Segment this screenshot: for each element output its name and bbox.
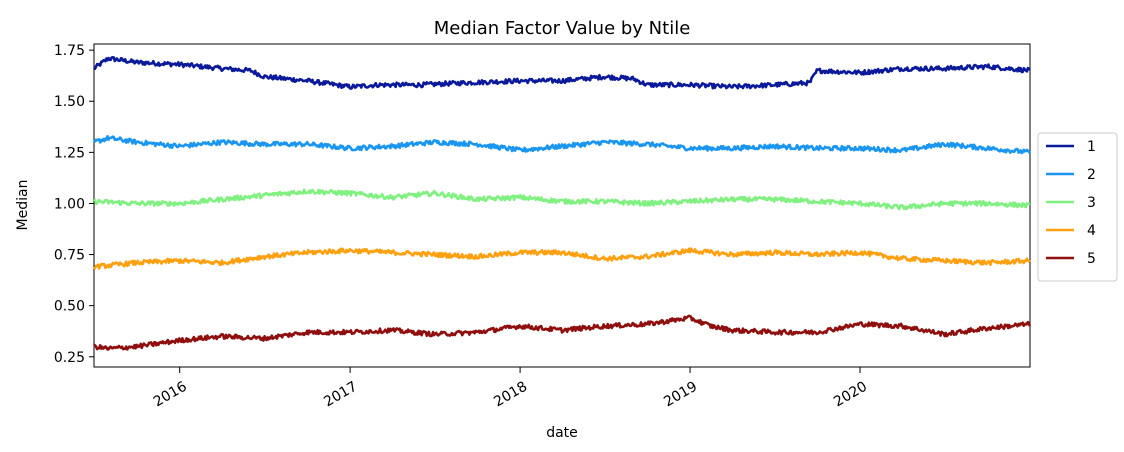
- legend-label-4: 4: [1087, 223, 1096, 239]
- y-axis-label: Median: [15, 180, 31, 231]
- legend-label-1: 1: [1087, 139, 1096, 155]
- y-tick-label: 1.25: [54, 145, 85, 161]
- y-tick-label: 1.50: [54, 94, 85, 110]
- x-tick-label: 2020: [831, 379, 870, 411]
- x-tick-label: 2017: [321, 379, 360, 411]
- series-line-1: [93, 56, 1031, 90]
- plot-frame: [93, 43, 1031, 368]
- chart-title: Median Factor Value by Ntile: [434, 18, 691, 39]
- x-axis: 2016 2017 2018 2019 2020: [151, 367, 870, 410]
- legend-label-5: 5: [1087, 251, 1096, 267]
- legend-label-3: 3: [1087, 195, 1096, 211]
- legend-label-2: 2: [1087, 167, 1096, 183]
- y-tick-label: 0.25: [54, 350, 85, 366]
- series-line-2: [92, 135, 1032, 155]
- y-tick-label: 0.50: [54, 299, 85, 315]
- x-tick-label: 2018: [491, 379, 530, 411]
- y-tick-label: 1.00: [54, 196, 85, 212]
- series-line-3: [93, 188, 1031, 211]
- legend-frame: [1037, 132, 1118, 282]
- x-tick-label: 2019: [661, 379, 700, 411]
- y-tick-label: 1.75: [54, 43, 85, 59]
- series-line-4: [93, 247, 1031, 270]
- x-axis-label: date: [546, 425, 578, 441]
- y-axis: 0.25 0.50 0.75 1.00 1.25 1.50 1.75: [54, 43, 94, 366]
- legend: 1 2 3 4 5: [1037, 132, 1118, 282]
- y-tick-label: 0.75: [54, 248, 85, 264]
- plot-area: [92, 43, 1032, 368]
- series-line-5: [93, 314, 1032, 351]
- series-group: [92, 56, 1032, 351]
- x-tick-label: 2016: [151, 379, 190, 411]
